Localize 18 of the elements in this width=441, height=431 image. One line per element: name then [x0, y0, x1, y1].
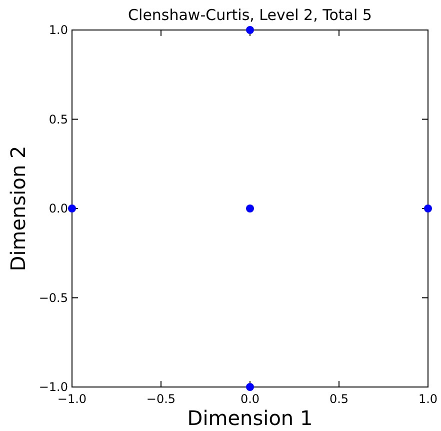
chart-title: Clenshaw-Curtis, Level 2, Total 5 — [128, 6, 372, 24]
x-tick-label: 0.0 — [240, 392, 260, 406]
y-tick-label: 0.0 — [48, 202, 68, 216]
y-tick-label: 0.5 — [48, 112, 68, 126]
x-tick-label: −0.5 — [146, 392, 176, 406]
point — [246, 26, 254, 34]
y-tick-label: −0.5 — [38, 290, 68, 305]
point — [246, 204, 254, 212]
x-tick-label: −1.0 — [57, 392, 87, 406]
point — [424, 204, 432, 212]
point — [68, 204, 76, 212]
y-tick-label: −1.0 — [38, 380, 68, 394]
y-tick-label: 1.0 — [48, 23, 68, 38]
y-axis-title: Dimension 2 — [6, 146, 30, 272]
point — [246, 383, 254, 391]
x-axis-title: Dimension 1 — [187, 406, 313, 430]
x-tick-label: 0.5 — [329, 392, 349, 406]
x-tick-label: 1.0 — [418, 392, 438, 406]
